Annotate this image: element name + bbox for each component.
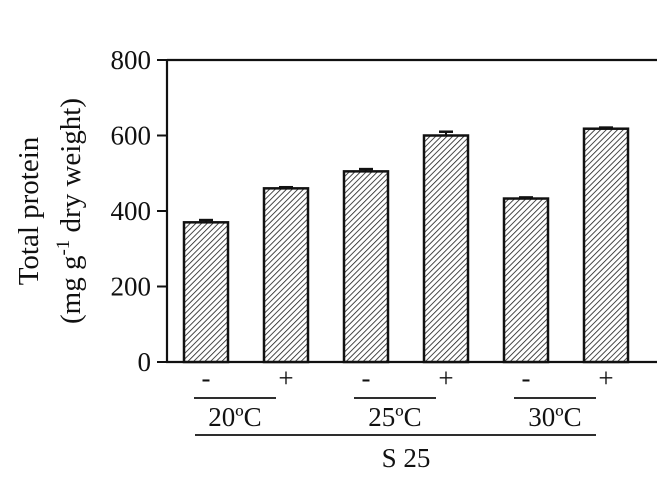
group-label: 30ºC <box>528 402 581 432</box>
y-axis-label: Total protein (mg g-1 dry weight) <box>13 98 87 324</box>
y-tick-label: 0 <box>138 347 152 377</box>
y-ticks: 0 200 400 600 800 <box>111 45 167 377</box>
y-axis-label-unit-prefix: (mg g <box>55 256 87 324</box>
group-label: 20ºC <box>208 402 261 432</box>
bar <box>342 170 390 364</box>
y-axis-label-unit-exponent: -1 <box>53 240 74 256</box>
x-category-label: + <box>278 363 293 393</box>
y-tick-label: 400 <box>111 196 152 226</box>
bar <box>422 134 470 364</box>
bars <box>182 127 630 364</box>
y-axis-label-unit-suffix: dry weight) <box>55 98 87 240</box>
x-category-label: + <box>438 363 453 393</box>
group-label: 25ºC <box>368 402 421 432</box>
y-axis-label-line2: (mg g-1 dry weight) <box>53 98 87 324</box>
y-tick-label: 600 <box>111 121 152 151</box>
y-tick-label: 200 <box>111 272 152 302</box>
x-category-label: - <box>522 363 531 393</box>
bar <box>262 187 310 364</box>
y-axis-label-line1: Total protein <box>13 136 45 285</box>
bar <box>182 221 230 364</box>
bar <box>502 197 550 364</box>
group-labels: 20ºC 25ºC 30ºC <box>194 397 596 432</box>
outer-label-group: S 25 <box>195 434 596 473</box>
x-category-label: - <box>362 363 371 393</box>
x-category-label: - <box>202 363 211 393</box>
error-bars <box>199 126 613 223</box>
y-tick-label: 800 <box>111 45 152 75</box>
x-category-label: + <box>598 363 613 393</box>
x-category-labels: - + - + - + <box>202 363 614 393</box>
outer-label: S 25 <box>382 443 431 473</box>
bar <box>582 127 630 364</box>
